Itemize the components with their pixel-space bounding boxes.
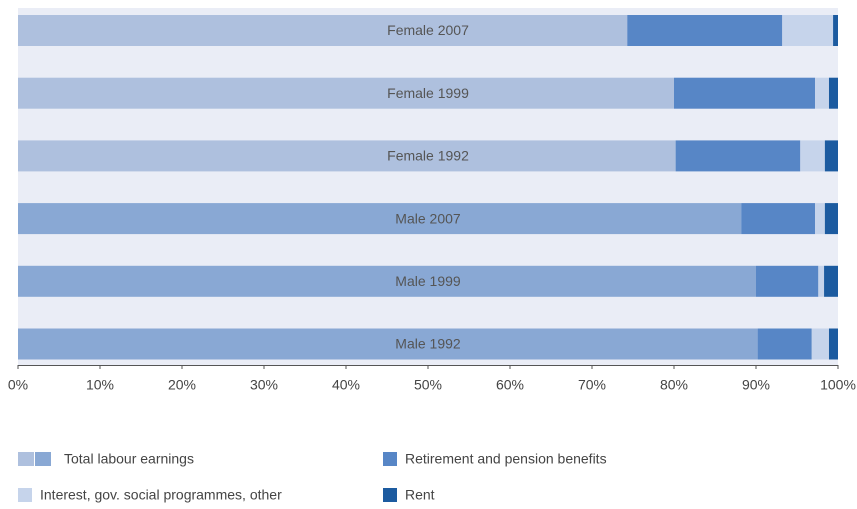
bar-segment (675, 140, 801, 172)
bar-segment (815, 77, 829, 109)
legend-label: Retirement and pension benefits (405, 451, 607, 467)
x-tick-label: 40% (332, 377, 360, 393)
bar-segment (18, 328, 758, 360)
bar-segment (800, 140, 825, 172)
bar-segment (674, 77, 816, 109)
bar-segment (828, 77, 838, 109)
bar-label: Male 1992 (395, 336, 461, 352)
plot-background (18, 8, 838, 365)
x-tick-label: 90% (742, 377, 770, 393)
x-tick-label: 20% (168, 377, 196, 393)
legend-label: Total labour earnings (64, 451, 194, 467)
bar-segment (627, 15, 783, 46)
bar-segment (18, 15, 628, 46)
x-tick-label: 0% (8, 377, 28, 393)
legend-swatch (18, 488, 32, 502)
bar-segment (828, 328, 838, 360)
legend-swatch (383, 488, 397, 502)
x-tick-label: 10% (86, 377, 114, 393)
bar-label: Female 1999 (387, 85, 469, 101)
bar-segment (818, 265, 825, 297)
x-tick-label: 70% (578, 377, 606, 393)
bar-segment (18, 140, 676, 172)
legend-swatch (383, 452, 397, 466)
bar-segment (824, 203, 838, 235)
bar-label: Female 1992 (387, 148, 469, 164)
bar-segment (824, 140, 838, 172)
legend-swatch (18, 452, 34, 466)
bar-segment (757, 328, 812, 360)
bar-segment (18, 203, 742, 235)
bar-segment (815, 203, 825, 235)
bar-segment (782, 15, 834, 46)
bar-segment (18, 77, 674, 109)
x-tick-label: 80% (660, 377, 688, 393)
legend-label: Rent (405, 487, 435, 503)
bar-segment (18, 265, 756, 297)
bar-segment (824, 265, 838, 297)
bar-label: Female 2007 (387, 22, 469, 38)
x-tick-label: 30% (250, 377, 278, 393)
bar-segment (833, 15, 838, 46)
bar-label: Male 2007 (395, 210, 461, 226)
bar-segment (756, 265, 819, 297)
x-tick-label: 60% (496, 377, 524, 393)
bar-segment (811, 328, 829, 360)
legend-label: Interest, gov. social programmes, other (40, 487, 282, 503)
x-tick-label: 100% (820, 377, 856, 393)
legend-swatch (35, 452, 51, 466)
x-tick-label: 50% (414, 377, 442, 393)
bar-segment (741, 203, 816, 235)
bar-label: Male 1999 (395, 273, 461, 289)
